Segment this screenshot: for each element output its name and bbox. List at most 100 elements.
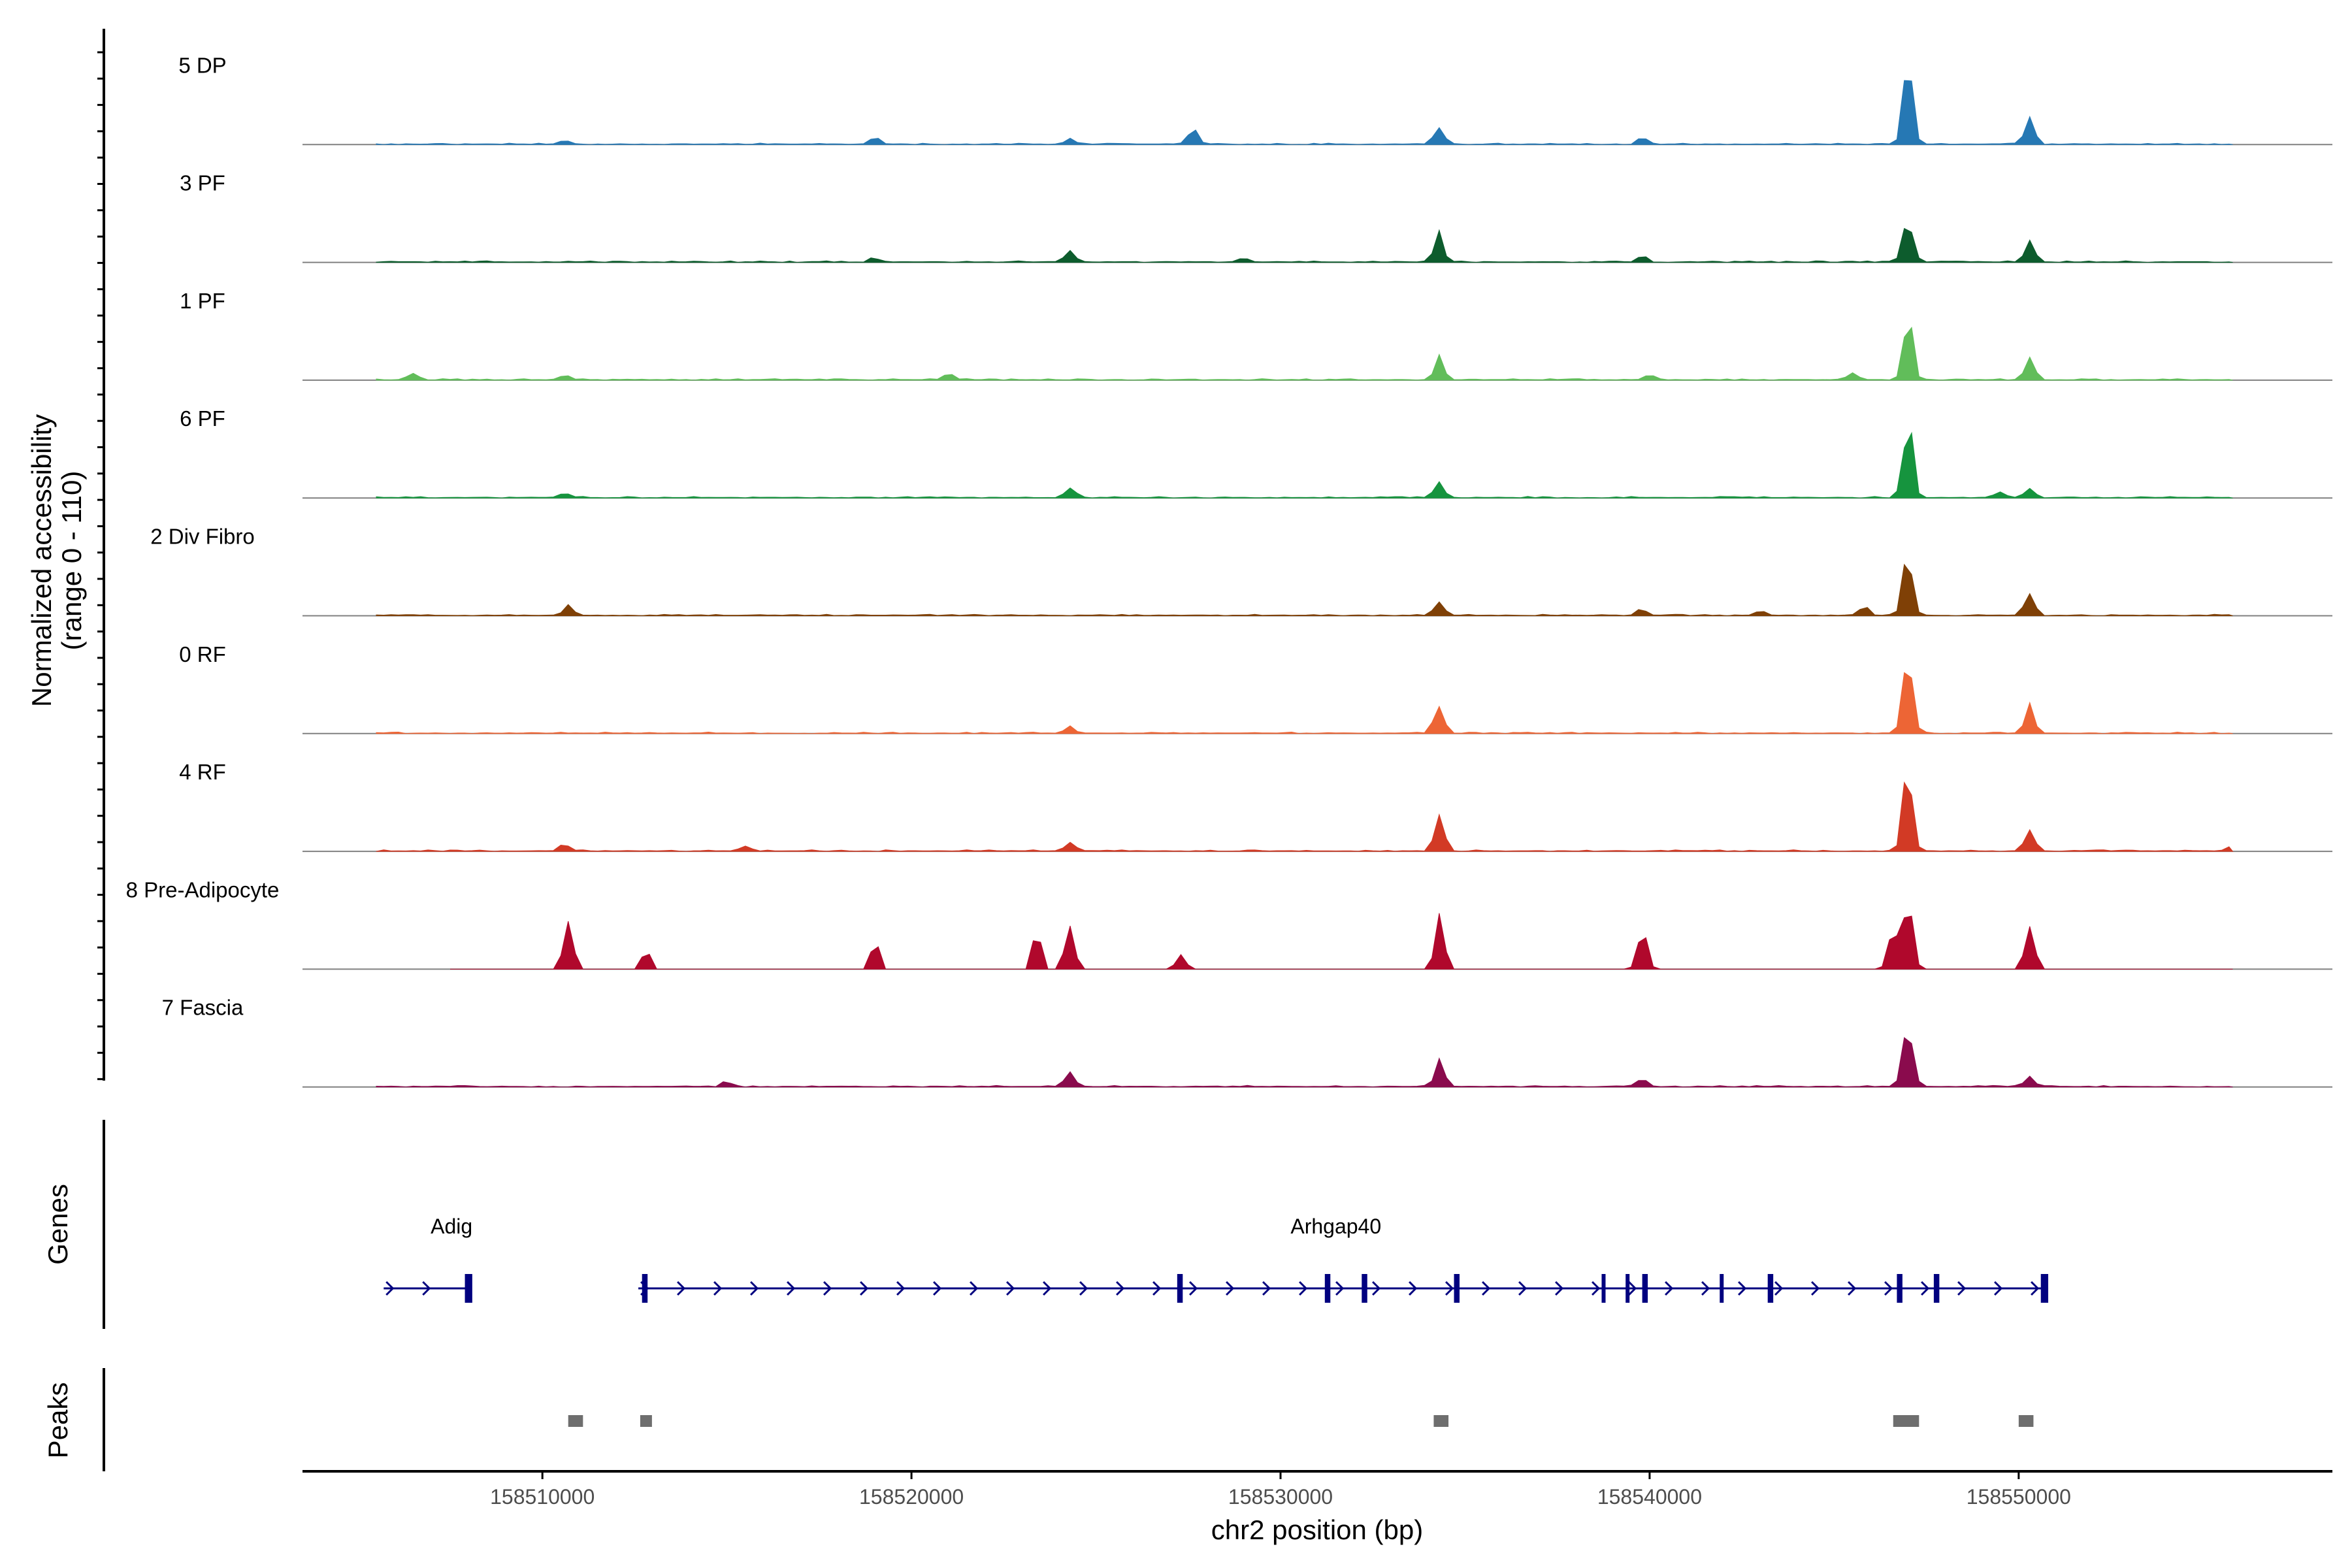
x-tick-label: 158520000	[859, 1485, 964, 1509]
strand-arrow	[750, 1281, 759, 1296]
strand-arrow	[422, 1281, 431, 1296]
strand-arrow	[1957, 1281, 1967, 1296]
gene-annotations: Adig Arhgap40	[384, 1215, 2049, 1303]
track-6: 4 RF	[179, 760, 2332, 853]
gene-label: Adig	[431, 1215, 472, 1238]
strand-arrow	[1555, 1281, 1564, 1296]
exon	[1767, 1274, 1774, 1303]
coverage-area	[376, 563, 2233, 617]
exon	[1601, 1274, 1606, 1303]
track-label: 5 DP	[178, 53, 226, 77]
track-0: 5 DP	[178, 53, 2332, 146]
track-3: 6 PF	[180, 406, 2332, 499]
strand-arrow	[1921, 1281, 1930, 1296]
strand-arrow	[1262, 1281, 1271, 1296]
strand-arrow	[1774, 1281, 1784, 1296]
strand-arrow	[1811, 1281, 1820, 1296]
gene-label: Arhgap40	[1290, 1215, 1381, 1238]
peak-region	[1893, 1415, 1919, 1427]
strand-arrow	[1152, 1281, 1162, 1296]
strand-arrow	[933, 1281, 942, 1296]
strand-arrow	[1482, 1281, 1491, 1296]
track-label: 6 PF	[180, 406, 225, 431]
track-label: 2 Div Fibro	[150, 525, 255, 549]
strand-arrow	[1372, 1281, 1381, 1296]
strand-arrow	[677, 1281, 686, 1296]
strand-arrow	[787, 1281, 796, 1296]
strand-arrow	[385, 1281, 395, 1296]
track-8: 7 Fascia	[162, 996, 2332, 1088]
x-tick-label: 158540000	[1597, 1485, 1702, 1509]
strand-arrow	[1628, 1281, 1637, 1296]
track-label: 7 Fascia	[162, 996, 244, 1020]
strand-arrow	[1189, 1281, 1198, 1296]
peaks-panel-title: Peaks	[42, 1382, 73, 1459]
exon	[1362, 1274, 1367, 1303]
exon	[1454, 1274, 1460, 1303]
x-tick-label: 158510000	[490, 1485, 595, 1509]
strand-arrow	[1994, 1281, 2003, 1296]
x-tick-label: 158550000	[1967, 1485, 2071, 1509]
track-label: 1 PF	[180, 289, 225, 313]
x-axis-ticks: 158510000 158520000 158530000 158540000 1585…	[490, 1471, 2071, 1509]
track-label: 3 PF	[180, 171, 225, 195]
peak-region	[1433, 1415, 1449, 1427]
strand-arrow	[1226, 1281, 1235, 1296]
coverage-area	[376, 227, 2233, 263]
strand-arrow	[1445, 1281, 1454, 1296]
coverage-area	[376, 672, 2233, 734]
peak-regions	[568, 1415, 2034, 1427]
track-4: 2 Div Fibro	[150, 525, 2332, 617]
strand-arrow	[1116, 1281, 1125, 1296]
peak-region	[568, 1415, 583, 1427]
coverage-tracks: 5 DP 3 PF 1 PF 6 PF 2 Div Fibro 0 RF 4 RF 8 Pre…	[126, 53, 2332, 1088]
strand-arrow	[1848, 1281, 1857, 1296]
strand-arrow	[1884, 1281, 1893, 1296]
y-axis-title-line2: (range 0 - 110)	[56, 471, 87, 651]
y-axis-title-line1: Normalized accessibility	[26, 414, 57, 707]
genes-panel-title: Genes	[42, 1184, 73, 1265]
strand-arrow	[970, 1281, 979, 1296]
track-1: 3 PF	[180, 171, 2332, 263]
track-5: 0 RF	[179, 642, 2332, 734]
strand-arrow	[896, 1281, 906, 1296]
strand-arrow	[1299, 1281, 1308, 1296]
strand-arrow	[1079, 1281, 1088, 1296]
strand-arrow	[2031, 1281, 2040, 1296]
exon	[465, 1274, 472, 1303]
peak-region	[640, 1415, 652, 1427]
exon	[1720, 1274, 1724, 1303]
gene-adig: Adig	[384, 1215, 472, 1303]
strand-arrow	[860, 1281, 869, 1296]
strand-arrow	[1006, 1281, 1015, 1296]
exon	[642, 1274, 648, 1303]
strand-arrow	[1043, 1281, 1052, 1296]
exon	[1324, 1274, 1331, 1303]
strand-arrow	[1665, 1281, 1674, 1296]
exon	[2040, 1274, 2049, 1303]
exon	[1642, 1274, 1648, 1303]
track-2: 1 PF	[180, 289, 2332, 381]
coverage-area	[376, 80, 2233, 145]
coverage-y-ticks	[97, 51, 104, 1081]
strand-arrow	[1701, 1281, 1710, 1296]
coverage-area	[376, 781, 2234, 852]
strand-arrow	[713, 1281, 723, 1296]
x-axis-title: chr2 position (bp)	[1211, 1514, 1424, 1545]
coverage-area	[450, 913, 2233, 970]
coverage-area	[376, 1037, 2233, 1088]
track-label: 8 Pre-Adipocyte	[126, 877, 280, 902]
strand-arrow	[1335, 1281, 1345, 1296]
coverage-area	[376, 326, 2233, 381]
gene-arhgap40: Arhgap40	[638, 1215, 2049, 1303]
peak-region	[2018, 1415, 2034, 1427]
strand-arrow	[1518, 1281, 1527, 1296]
track-label: 4 RF	[179, 760, 226, 784]
exon	[1177, 1274, 1183, 1303]
strand-arrow	[1409, 1281, 1418, 1296]
exon	[1897, 1274, 1903, 1303]
strand-arrow	[1738, 1281, 1747, 1296]
track-7: 8 Pre-Adipocyte	[126, 877, 2332, 970]
